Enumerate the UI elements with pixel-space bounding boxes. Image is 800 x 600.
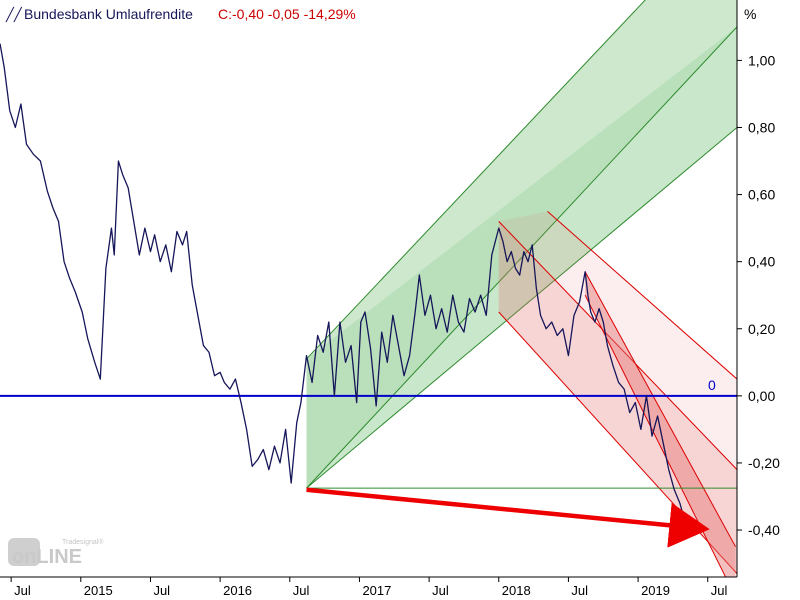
red-arrow bbox=[306, 487, 710, 548]
y-unit-label: % bbox=[744, 6, 756, 22]
y-tick-label-3: 0,40 bbox=[748, 254, 775, 270]
plot-area: 0 bbox=[0, 0, 737, 577]
red-channel-wide-line-2 bbox=[547, 210, 737, 380]
x-tick-label-10: Jul bbox=[711, 583, 728, 598]
y-tick-label-4: 0,20 bbox=[748, 321, 775, 337]
green-channel-inner-band bbox=[306, 0, 737, 359]
red-channel-steep-line-1 bbox=[584, 294, 727, 577]
series-line-0 bbox=[0, 43, 691, 531]
y-tick-label-6: -0,20 bbox=[748, 455, 780, 471]
x-tick-label-9: 2019 bbox=[641, 583, 670, 598]
x-tick-label-3: 2016 bbox=[223, 583, 252, 598]
x-tick-label-2: Jul bbox=[153, 583, 170, 598]
zero-line-label: 0 bbox=[708, 377, 716, 393]
red-channel-steep-band bbox=[585, 271, 736, 577]
x-tick-label-8: Jul bbox=[571, 583, 588, 598]
x-tick-label-5: 2017 bbox=[362, 583, 391, 598]
green-channel-line-0 bbox=[306, 0, 646, 360]
y-tick-label-5: 0,00 bbox=[748, 388, 775, 404]
y-tick-label-0: 1,00 bbox=[748, 52, 775, 68]
green-channel-upper-band bbox=[306, 0, 737, 489]
x-axis: Jul 2015 Jul 2016 Jul 2017 Jul 2018 Jul 2019 Jul bbox=[10, 577, 728, 598]
red-channel-wide-band bbox=[498, 221, 737, 574]
legend-series-name: Bundesbank Umlaufrendite bbox=[24, 6, 193, 22]
y-axis: 1,00 0,80 0,60 0,40 0,20 0,00 -0,20 -0,40 bbox=[737, 52, 780, 538]
x-tick-label-6: Jul bbox=[432, 583, 449, 598]
x-tick-label-4: Jul bbox=[293, 583, 310, 598]
y-tick-label-1: 0,80 bbox=[748, 119, 775, 135]
red-channel-steep-line-0 bbox=[584, 271, 737, 548]
legend-icon: ╱╱ bbox=[5, 6, 23, 23]
watermark-big-text: onLINE bbox=[12, 546, 82, 568]
red-channel-wide-line-0 bbox=[498, 221, 737, 470]
red-channel-wide-upper-band bbox=[498, 211, 737, 470]
watermark-small-text: Tradesignal® bbox=[62, 538, 104, 546]
legend-stats: C:-0,40 -0,05 -14,29% bbox=[218, 6, 356, 22]
green-channel-line-2 bbox=[306, 127, 737, 489]
x-tick-label-0: Jul bbox=[14, 583, 31, 598]
green-channel-line-1 bbox=[306, 26, 737, 489]
watermark-logo: Tradesignal® onLINE bbox=[8, 538, 104, 568]
x-tick-label-1: 2015 bbox=[84, 583, 113, 598]
y-tick-label-2: 0,60 bbox=[748, 187, 775, 203]
y-tick-label-7: -0,40 bbox=[748, 522, 780, 538]
x-tick-label-7: 2018 bbox=[502, 583, 531, 598]
